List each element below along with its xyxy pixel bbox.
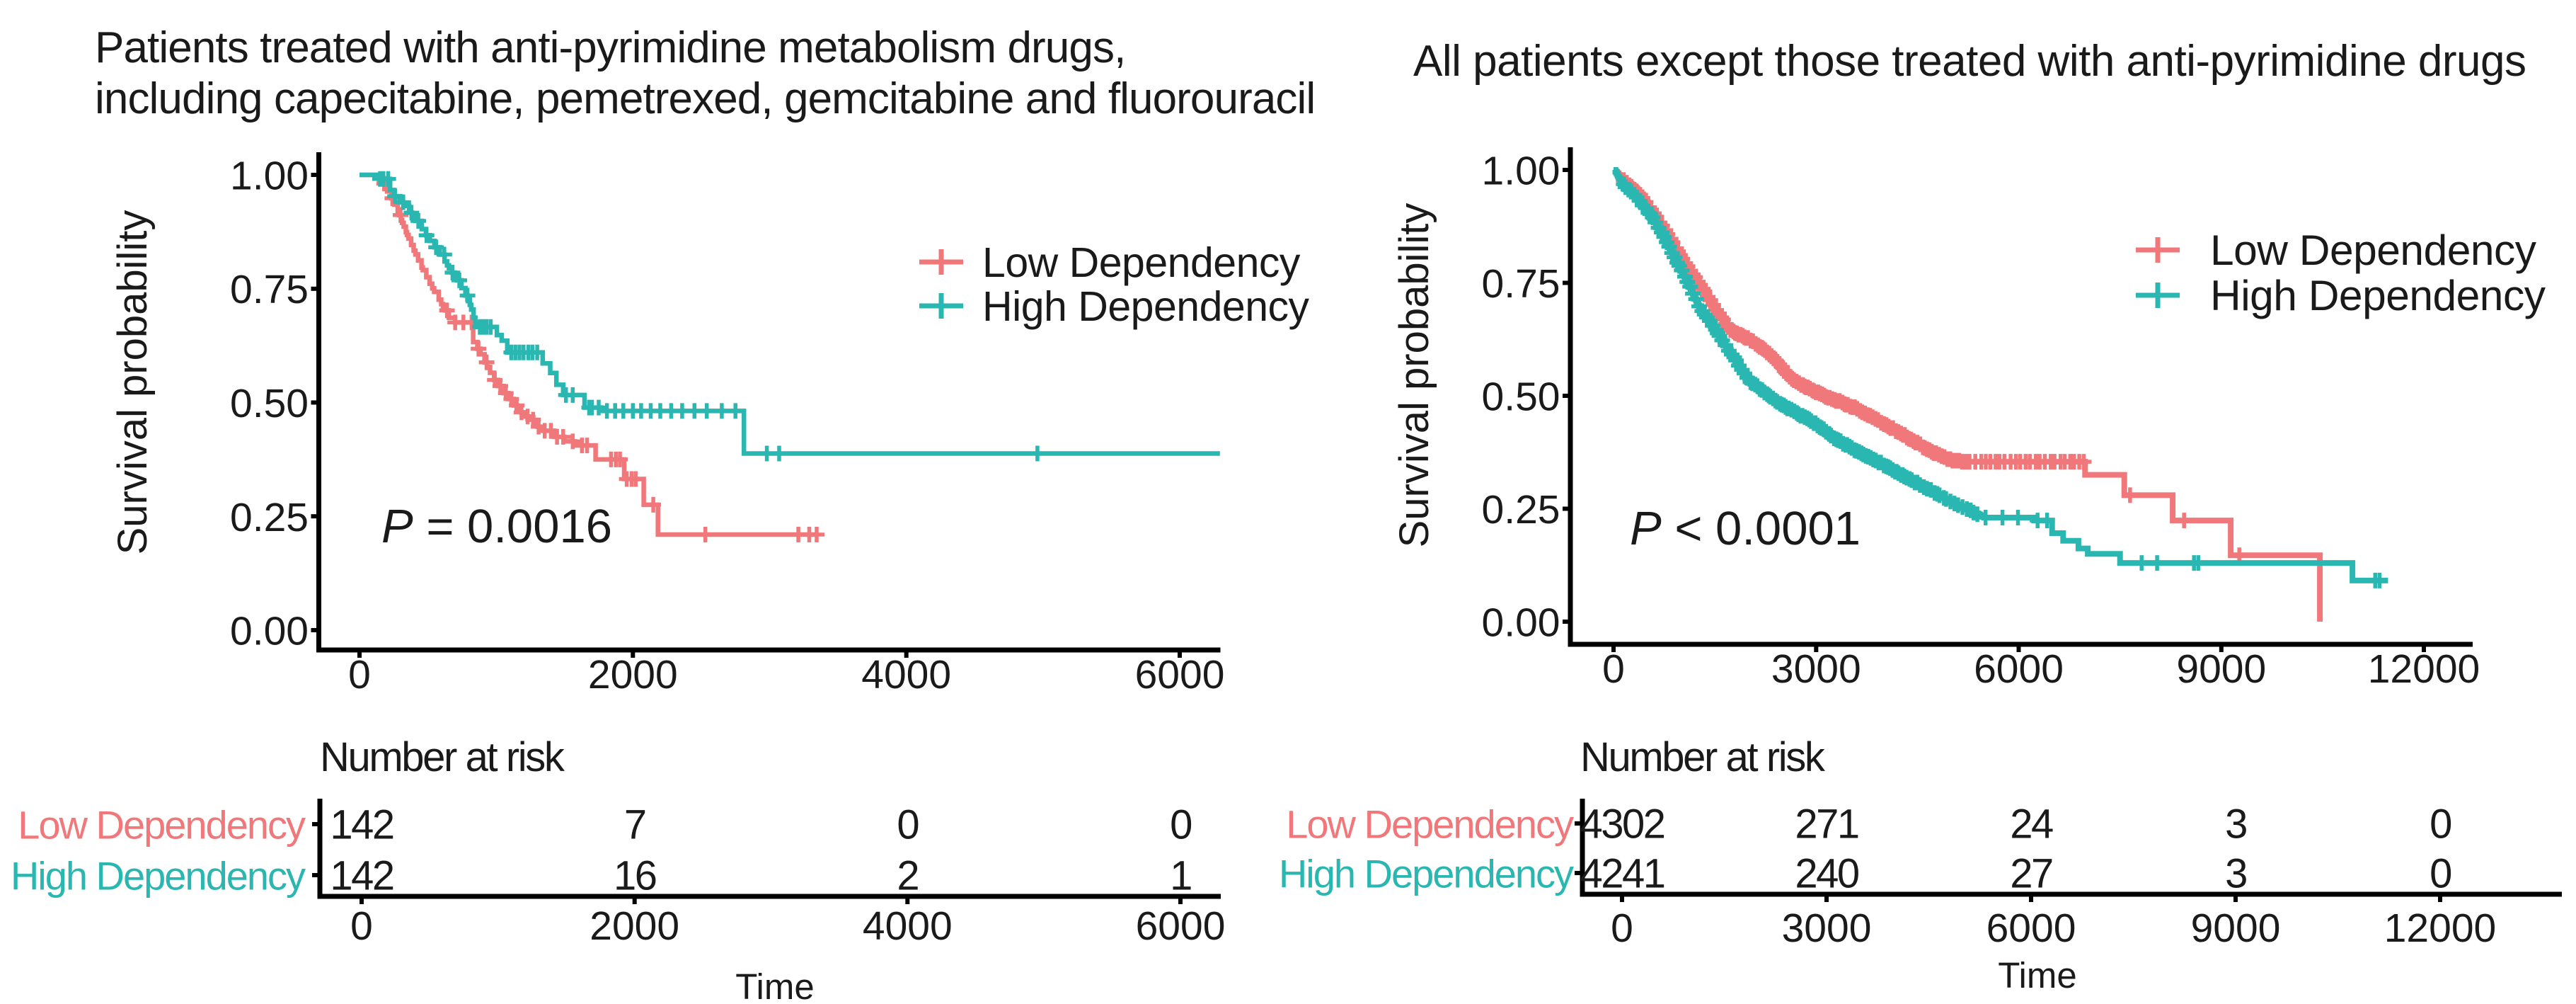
svg-text:7: 7 <box>624 802 645 848</box>
svg-text:0: 0 <box>1611 906 1633 951</box>
svg-text:Number at risk: Number at risk <box>320 734 565 780</box>
svg-text:Low Dependency: Low Dependency <box>1286 802 1574 847</box>
svg-text:9000: 9000 <box>2176 646 2266 692</box>
svg-text:3: 3 <box>2225 802 2246 848</box>
svg-text:6000: 6000 <box>1974 646 2064 692</box>
svg-text:3: 3 <box>2225 851 2246 897</box>
svg-text:0.75: 0.75 <box>230 267 309 312</box>
svg-text:0: 0 <box>350 903 373 949</box>
svg-text:142: 142 <box>330 853 393 899</box>
svg-text:0: 0 <box>1602 646 1625 692</box>
svg-text:3000: 3000 <box>1771 646 1861 692</box>
svg-text:6000: 6000 <box>1986 906 2076 951</box>
svg-text:0: 0 <box>348 652 371 697</box>
svg-text:0.00: 0.00 <box>1482 600 1560 646</box>
svg-text:4302: 4302 <box>1580 802 1664 848</box>
svg-text:0: 0 <box>1170 802 1191 848</box>
svg-text:2: 2 <box>897 853 918 899</box>
svg-text:including capecitabine, pemetr: including capecitabine, pemetrexed, gemc… <box>95 74 1315 123</box>
svg-text:Low Dependency: Low Dependency <box>982 239 1301 286</box>
svg-text:240: 240 <box>1795 851 1858 897</box>
svg-text:6000: 6000 <box>1136 903 1226 949</box>
svg-text:Number at risk: Number at risk <box>1580 734 1826 780</box>
svg-text:All patients except those trea: All patients except those treated with a… <box>1413 37 2526 86</box>
svg-text:3000: 3000 <box>1782 906 1872 951</box>
svg-text:High Dependency: High Dependency <box>11 854 306 899</box>
svg-text:0: 0 <box>2430 851 2451 897</box>
svg-text:0.50: 0.50 <box>1482 375 1560 420</box>
svg-text:0.75: 0.75 <box>1482 261 1560 307</box>
svg-text:16: 16 <box>614 853 656 899</box>
svg-text:1.00: 1.00 <box>230 154 309 199</box>
svg-text:High Dependency: High Dependency <box>982 283 1310 330</box>
svg-text:Survival probability: Survival probability <box>1391 203 1437 548</box>
svg-text:271: 271 <box>1795 802 1858 848</box>
svg-text:Patients treated with anti-pyr: Patients treated with anti-pyrimidine me… <box>95 23 1125 72</box>
svg-text:High Dependency: High Dependency <box>1279 852 1574 896</box>
svg-text:Time: Time <box>735 966 814 1000</box>
svg-text:2000: 2000 <box>588 652 678 697</box>
svg-text:0.25: 0.25 <box>1482 487 1560 532</box>
svg-text:1.00: 1.00 <box>1482 149 1560 194</box>
svg-text:6000: 6000 <box>1135 652 1225 697</box>
svg-text:Low Dependency: Low Dependency <box>2210 226 2537 274</box>
svg-text:High Dependency: High Dependency <box>2210 271 2546 319</box>
svg-text:0.25: 0.25 <box>230 495 309 540</box>
svg-text:27: 27 <box>2010 851 2052 897</box>
svg-text:142: 142 <box>330 802 393 848</box>
svg-text:0.00: 0.00 <box>230 609 309 654</box>
svg-text:12000: 12000 <box>2368 646 2480 692</box>
svg-text:12000: 12000 <box>2384 906 2497 951</box>
svg-text:9000: 9000 <box>2191 906 2281 951</box>
svg-text:4000: 4000 <box>861 652 951 697</box>
svg-text:Time: Time <box>1998 955 2076 996</box>
svg-text:2000: 2000 <box>590 903 679 949</box>
svg-text:P < 0.0001: P < 0.0001 <box>1630 502 1861 555</box>
svg-text:4241: 4241 <box>1580 851 1664 897</box>
svg-text:4000: 4000 <box>863 903 953 949</box>
svg-text:0.50: 0.50 <box>230 381 309 426</box>
svg-text:1: 1 <box>1170 853 1191 899</box>
svg-text:Low Dependency: Low Dependency <box>18 803 306 848</box>
svg-text:24: 24 <box>2010 802 2053 848</box>
svg-text:P = 0.0016: P = 0.0016 <box>381 500 612 553</box>
svg-text:Survival probability: Survival probability <box>110 210 156 555</box>
svg-text:0: 0 <box>897 802 918 848</box>
svg-text:0: 0 <box>2430 802 2451 848</box>
